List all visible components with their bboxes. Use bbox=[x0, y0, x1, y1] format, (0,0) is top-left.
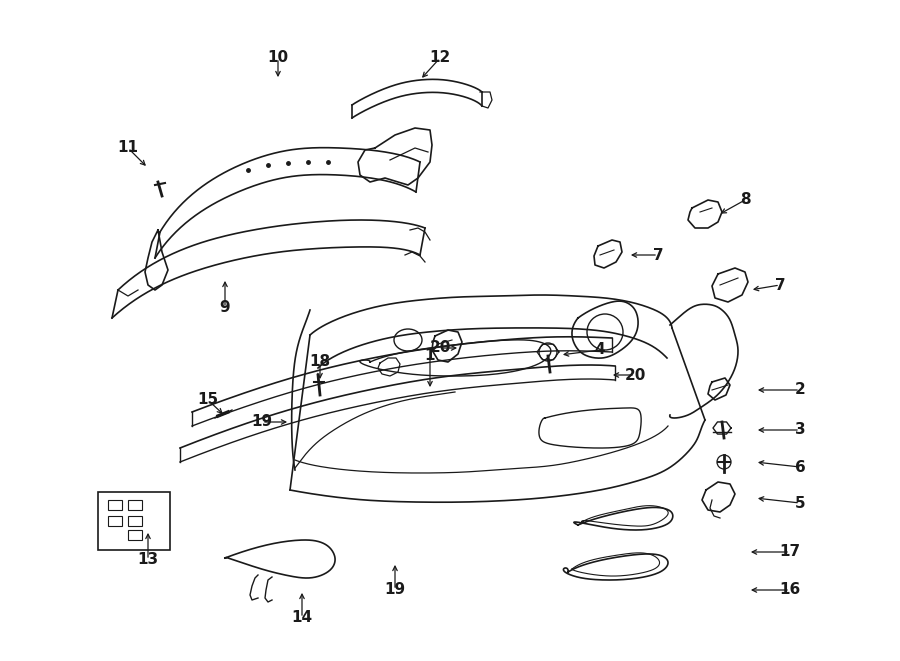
Text: 3: 3 bbox=[795, 422, 806, 438]
Text: 6: 6 bbox=[795, 459, 806, 475]
Text: 17: 17 bbox=[779, 545, 801, 559]
Text: 5: 5 bbox=[795, 496, 806, 510]
Text: 20: 20 bbox=[625, 368, 645, 383]
Text: 2: 2 bbox=[795, 383, 806, 397]
Text: 20: 20 bbox=[429, 340, 451, 356]
Text: 8: 8 bbox=[740, 192, 751, 208]
Text: 19: 19 bbox=[384, 582, 406, 598]
Text: 13: 13 bbox=[138, 553, 158, 568]
Text: 4: 4 bbox=[595, 342, 606, 358]
Text: 9: 9 bbox=[220, 301, 230, 315]
Text: 7: 7 bbox=[652, 247, 663, 262]
Text: 10: 10 bbox=[267, 50, 289, 65]
Text: 18: 18 bbox=[310, 354, 330, 369]
Text: 11: 11 bbox=[118, 141, 139, 155]
Text: 15: 15 bbox=[197, 393, 219, 407]
Text: 16: 16 bbox=[779, 582, 801, 598]
Text: 12: 12 bbox=[429, 50, 451, 65]
Text: 1: 1 bbox=[425, 348, 436, 362]
Text: 14: 14 bbox=[292, 611, 312, 625]
Text: 19: 19 bbox=[251, 414, 273, 430]
Text: 7: 7 bbox=[775, 278, 786, 293]
